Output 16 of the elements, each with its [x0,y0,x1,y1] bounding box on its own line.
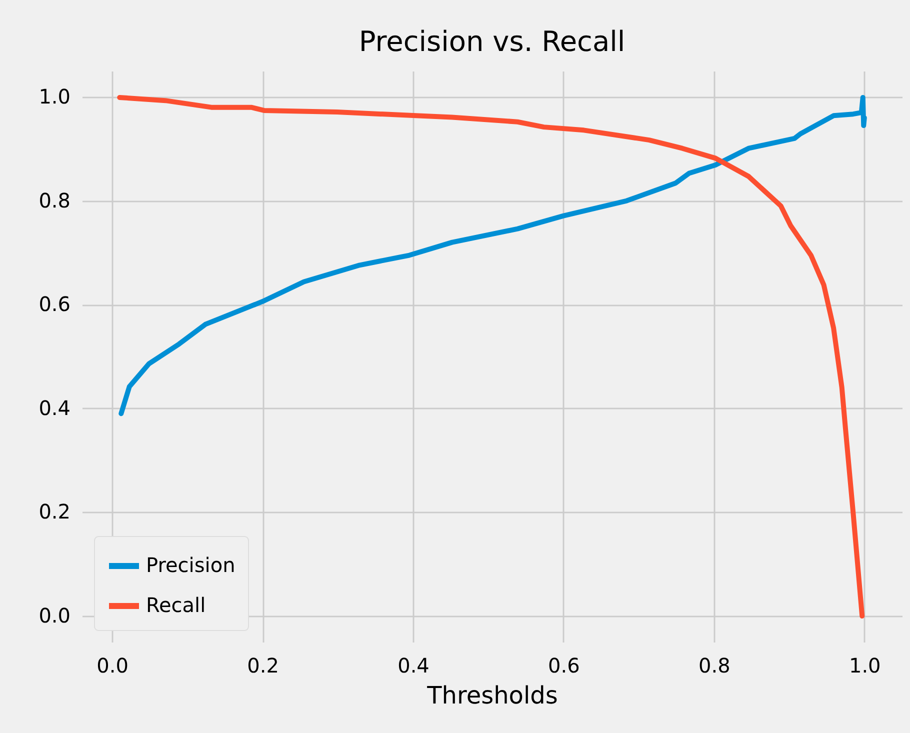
chart-title: Precision vs. Recall [358,25,626,58]
y-tick-label: 0.8 [38,188,70,212]
x-tick-label: 1.0 [848,654,881,678]
x-tick-label: 0.0 [96,654,128,678]
x-tick-label: 0.8 [698,654,730,678]
legend-label: Precision [146,553,236,577]
x-axis-title: Thresholds [426,682,558,710]
x-tick-label: 0.2 [247,654,279,678]
y-tick-label: 1.0 [38,84,70,108]
y-tick-label: 0.0 [38,604,70,628]
x-tick-label: 0.6 [548,654,580,678]
y-tick-label: 0.4 [38,396,70,420]
y-tick-label: 0.6 [38,292,70,316]
legend-label: Recall [146,593,206,617]
y-tick-label: 0.2 [38,500,70,524]
x-tick-label: 0.4 [398,654,430,678]
